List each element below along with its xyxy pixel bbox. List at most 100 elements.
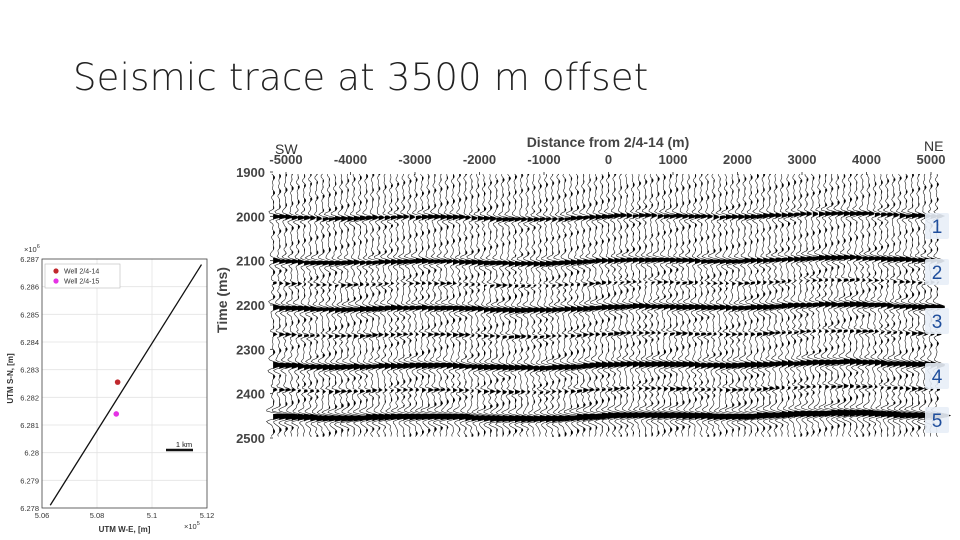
trace-wiggle: [409, 173, 430, 437]
trace-wiggle: [737, 173, 759, 437]
map-y-tick-label: 6.282: [20, 393, 39, 402]
reflector-label-bg: [925, 407, 949, 433]
trace-wiggle: [533, 174, 554, 437]
trace-wiggle: [600, 173, 624, 437]
trace-fill: [676, 174, 690, 437]
trace-wiggle: [661, 173, 686, 437]
seismic-title: Distance from 2/4-14 (m): [527, 134, 690, 150]
trace-wiggle: [304, 173, 323, 437]
trace-fill: [663, 175, 679, 435]
trace-wiggle: [645, 173, 664, 437]
trace-wiggle: [911, 173, 932, 437]
trace-fill: [620, 174, 633, 437]
trace-fill: [304, 174, 318, 434]
trace-wiggle: [266, 173, 289, 437]
trace-wiggle: [539, 173, 559, 437]
trace-wiggle: [495, 173, 519, 437]
trace-fill: [893, 178, 906, 437]
trace-fill: [595, 177, 610, 435]
ne-direction-label: NE: [924, 138, 943, 154]
trace-fill: [726, 177, 739, 435]
trace-wiggle: [680, 173, 704, 437]
map-y-tick-label: 6.278: [20, 504, 39, 513]
trace-fill: [422, 177, 436, 435]
trace-fill: [812, 177, 825, 435]
trace-fill: [515, 175, 529, 434]
trace-fill: [856, 174, 871, 437]
trace-fill: [831, 174, 846, 437]
trace-fill: [564, 178, 579, 437]
trace-wiggle: [701, 173, 719, 437]
legend-label: Well 2/4-15: [64, 279, 99, 286]
trace-wiggle: [371, 173, 392, 437]
trace-fill: [918, 174, 932, 437]
trace-wiggle: [339, 173, 362, 437]
trace-fill: [868, 178, 881, 437]
seismic-y-tick-label: 2400: [236, 387, 265, 402]
reflector-label: 1: [932, 217, 943, 238]
trace-wiggle: [488, 173, 512, 437]
trace-wiggle: [452, 173, 473, 437]
trace-wiggle: [520, 173, 542, 437]
reflector-label: 3: [932, 312, 943, 333]
seismic-x-tick-label: -3000: [398, 152, 431, 167]
trace-wiggle: [527, 173, 548, 437]
map-x-tick-label: 5.08: [90, 511, 105, 520]
map-x-exponent-power: 5: [197, 521, 200, 527]
trace-wiggle: [694, 173, 715, 437]
map-frame: [41, 258, 208, 509]
trace-wiggle: [904, 173, 927, 437]
seismic-x-tick-label: -2000: [463, 152, 496, 167]
trace-wiggle: [483, 173, 504, 437]
trace-fill: [775, 174, 788, 437]
trace-fill: [521, 174, 534, 432]
reflector-label-bg: [925, 213, 949, 239]
trace-wiggle: [818, 174, 840, 437]
seismic-y-tick-label: 2000: [236, 209, 265, 224]
map-y-exponent: ×106: [24, 244, 40, 254]
map-x-tick-label: 5.1: [147, 511, 157, 520]
trace-wiggle: [271, 173, 294, 437]
map-x-axis-label: UTM W-E, [m]: [99, 525, 151, 534]
map-y-tick-label: 6.284: [20, 338, 39, 347]
profile-line: [49, 264, 203, 506]
trace-fill: [701, 174, 714, 437]
trace-wiggle: [278, 173, 299, 437]
map-x-tick-label: 5.06: [35, 511, 50, 520]
seismic-y-tick-label: 2200: [236, 298, 265, 313]
trace-wiggle: [749, 173, 773, 437]
map-y-tick-label: 6.283: [20, 366, 39, 375]
trace-fill: [881, 175, 895, 437]
seismic-x-tick-label: 2000: [723, 152, 752, 167]
seismic-x-tick-label: 4000: [852, 152, 881, 167]
trace-wiggle: [397, 173, 416, 437]
trace-wiggle: [546, 173, 565, 437]
reflector-label-bg: [925, 308, 949, 334]
trace-fill: [930, 175, 945, 435]
map-y-exponent-power: 6: [37, 244, 40, 250]
trace-fill: [936, 174, 951, 437]
seismic-x-tick-label: -4000: [334, 152, 367, 167]
trace-fill: [732, 175, 745, 437]
trace-wiggle: [551, 173, 573, 437]
trace-wiggle: [674, 173, 697, 437]
trace-wiggle: [501, 173, 525, 437]
trace-wiggle: [378, 173, 399, 437]
trace-wiggle: [433, 173, 455, 437]
seismic-x-tick-label: 0: [605, 152, 612, 167]
trace-fill: [763, 174, 777, 437]
trace-wiggle: [310, 173, 329, 437]
trace-wiggle: [390, 173, 410, 437]
reflector-label: 4: [932, 367, 943, 388]
trace-wiggle: [731, 173, 752, 437]
reflector-label-bg: [925, 259, 949, 285]
seismic-x-tick-label: 3000: [788, 152, 817, 167]
legend-label: Well 2/4-14: [64, 269, 99, 276]
trace-wiggle: [725, 173, 746, 437]
trace-fill: [750, 175, 766, 435]
seismic-y-tick-label: 2300: [236, 342, 265, 357]
map-y-tick-label: 6.281: [20, 421, 39, 430]
trace-wiggle: [316, 173, 337, 437]
trace-wiggle: [755, 173, 778, 437]
